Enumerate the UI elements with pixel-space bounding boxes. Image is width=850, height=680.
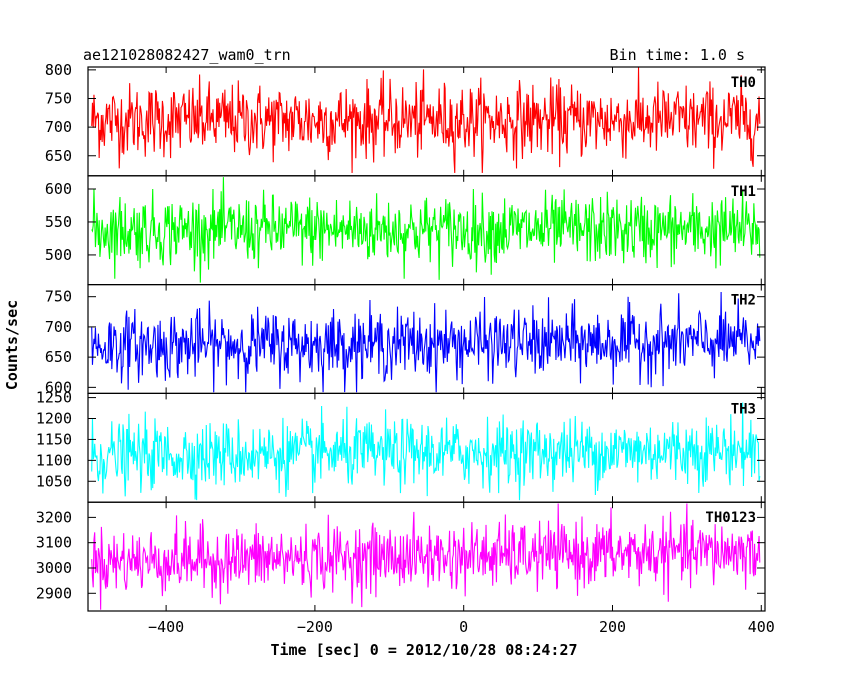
series-line-th1 bbox=[91, 177, 761, 283]
x-tick-label: 400 bbox=[748, 618, 775, 636]
y-tick-label: 2900 bbox=[36, 584, 72, 602]
y-tick-label: 700 bbox=[45, 318, 72, 336]
panels: 650 700 750 800 TH0 500 550 600 TH1 600 650 700 750 T… bbox=[36, 61, 766, 612]
y-tick-label: 1100 bbox=[36, 451, 72, 469]
y-tick-label: 750 bbox=[45, 89, 72, 107]
y-tick-label: 500 bbox=[45, 246, 72, 264]
series-line-th3 bbox=[91, 402, 761, 501]
y-tick-label: 1050 bbox=[36, 472, 72, 490]
panel-label-th2: TH2 bbox=[731, 293, 756, 309]
series-line-th2 bbox=[91, 292, 761, 393]
y-tick-label: 700 bbox=[45, 118, 72, 136]
y-tick-label: 3000 bbox=[36, 559, 72, 577]
y-tick-label: 800 bbox=[45, 61, 72, 79]
y-tick-label: 750 bbox=[45, 288, 72, 306]
panel-label-th0: TH0 bbox=[731, 75, 756, 91]
y-tick-label: 3200 bbox=[36, 508, 72, 526]
x-axis-title: Time [sec] 0 = 2012/10/28 08:24:27 bbox=[270, 641, 577, 659]
panel-th2: 600 650 700 750 TH2 bbox=[45, 284, 766, 396]
panel-th0: 650 700 750 800 TH0 bbox=[45, 61, 766, 177]
x-tick-label: 200 bbox=[599, 618, 626, 636]
x-tick-label: −400 bbox=[148, 618, 184, 636]
bin-time-label: Bin time: 1.0 s bbox=[610, 46, 745, 64]
plot-title: ae121028082427_wam0_trn bbox=[83, 46, 291, 64]
series-line-th0123 bbox=[91, 503, 761, 610]
panel-th3: 1050 1100 1150 1200 1250 TH3 bbox=[36, 389, 766, 503]
y-tick-label: 600 bbox=[45, 180, 72, 198]
y-tick-label: 650 bbox=[45, 147, 72, 165]
y-tick-label: 1200 bbox=[36, 410, 72, 428]
y-tick-label: 3100 bbox=[36, 534, 72, 552]
y-tick-label: 550 bbox=[45, 213, 72, 231]
x-tick-label: −200 bbox=[297, 618, 333, 636]
panel-th0123: 2900 3000 3100 3200 TH0123 bbox=[36, 501, 766, 612]
panel-label-th0123: TH0123 bbox=[705, 510, 756, 526]
panel-th1: 500 550 600 TH1 bbox=[45, 175, 766, 286]
x-axis: −400 −200 0 200 400 bbox=[148, 618, 775, 636]
y-tick-label: 1150 bbox=[36, 430, 72, 448]
panel-frame bbox=[87, 501, 766, 612]
y-tick-label: 650 bbox=[45, 348, 72, 366]
y-tick-label: 600 bbox=[45, 378, 72, 396]
x-tick-label: 0 bbox=[459, 618, 468, 636]
panel-label-th3: TH3 bbox=[731, 401, 756, 417]
y-axis-title: Counts/sec bbox=[3, 300, 21, 390]
panel-label-th1: TH1 bbox=[731, 184, 756, 200]
series-line-th0 bbox=[91, 67, 761, 173]
y-tick-label: 1250 bbox=[36, 389, 72, 407]
